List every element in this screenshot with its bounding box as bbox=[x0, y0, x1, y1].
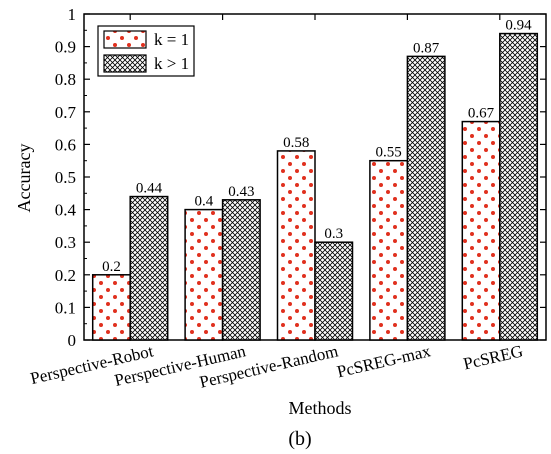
legend: k = 1 k > 1 bbox=[97, 25, 195, 77]
bar-value-label: 0.43 bbox=[228, 184, 254, 200]
bar-value-label: 0.3 bbox=[324, 226, 343, 242]
bar bbox=[276, 150, 316, 341]
bar bbox=[369, 159, 409, 341]
bar bbox=[184, 208, 224, 341]
plot-area: 00.10.20.30.40.50.60.70.80.910.20.44Pers… bbox=[28, 5, 547, 392]
x-axis-label: Methods bbox=[289, 398, 352, 418]
y-tick-label: 0.2 bbox=[55, 266, 76, 285]
legend-swatch bbox=[103, 30, 147, 49]
y-tick-label: 0.1 bbox=[55, 298, 76, 317]
y-tick-label: 0 bbox=[68, 331, 77, 350]
bar-value-label: 0.4 bbox=[194, 194, 213, 210]
bar bbox=[91, 274, 131, 341]
y-tick-label: 0.6 bbox=[55, 135, 76, 154]
y-tick-label: 0.5 bbox=[55, 168, 76, 187]
bar-value-label: 0.58 bbox=[283, 135, 309, 151]
bar-value-label: 0.55 bbox=[376, 145, 402, 161]
y-tick-label: 0.8 bbox=[55, 70, 76, 89]
y-tick-label: 0.7 bbox=[55, 103, 77, 122]
y-axis-label: Accuracy bbox=[14, 144, 34, 213]
bar bbox=[406, 55, 446, 341]
figure-caption: (b) bbox=[288, 428, 311, 450]
bar-value-label: 0.67 bbox=[468, 106, 495, 122]
bar bbox=[461, 120, 501, 341]
bar-value-label: 0.2 bbox=[102, 259, 121, 275]
bar bbox=[129, 195, 169, 341]
y-tick-label: 0.4 bbox=[55, 201, 77, 220]
bar bbox=[499, 32, 539, 341]
legend-swatch bbox=[103, 54, 147, 73]
legend-label: k = 1 bbox=[154, 30, 189, 49]
bar-value-label: 0.44 bbox=[136, 181, 163, 197]
y-tick-label: 0.3 bbox=[55, 233, 76, 252]
bar-value-label: 0.87 bbox=[413, 40, 440, 56]
y-tick-label: 1 bbox=[68, 5, 77, 24]
x-tick-label: PcSREG-max bbox=[335, 341, 433, 381]
bar bbox=[221, 199, 261, 341]
bar bbox=[314, 241, 354, 341]
legend-label: k > 1 bbox=[154, 54, 189, 73]
x-tick-label: PcSREG bbox=[462, 341, 525, 373]
y-tick-label: 0.9 bbox=[55, 38, 76, 57]
bar-value-label: 0.94 bbox=[505, 18, 532, 34]
